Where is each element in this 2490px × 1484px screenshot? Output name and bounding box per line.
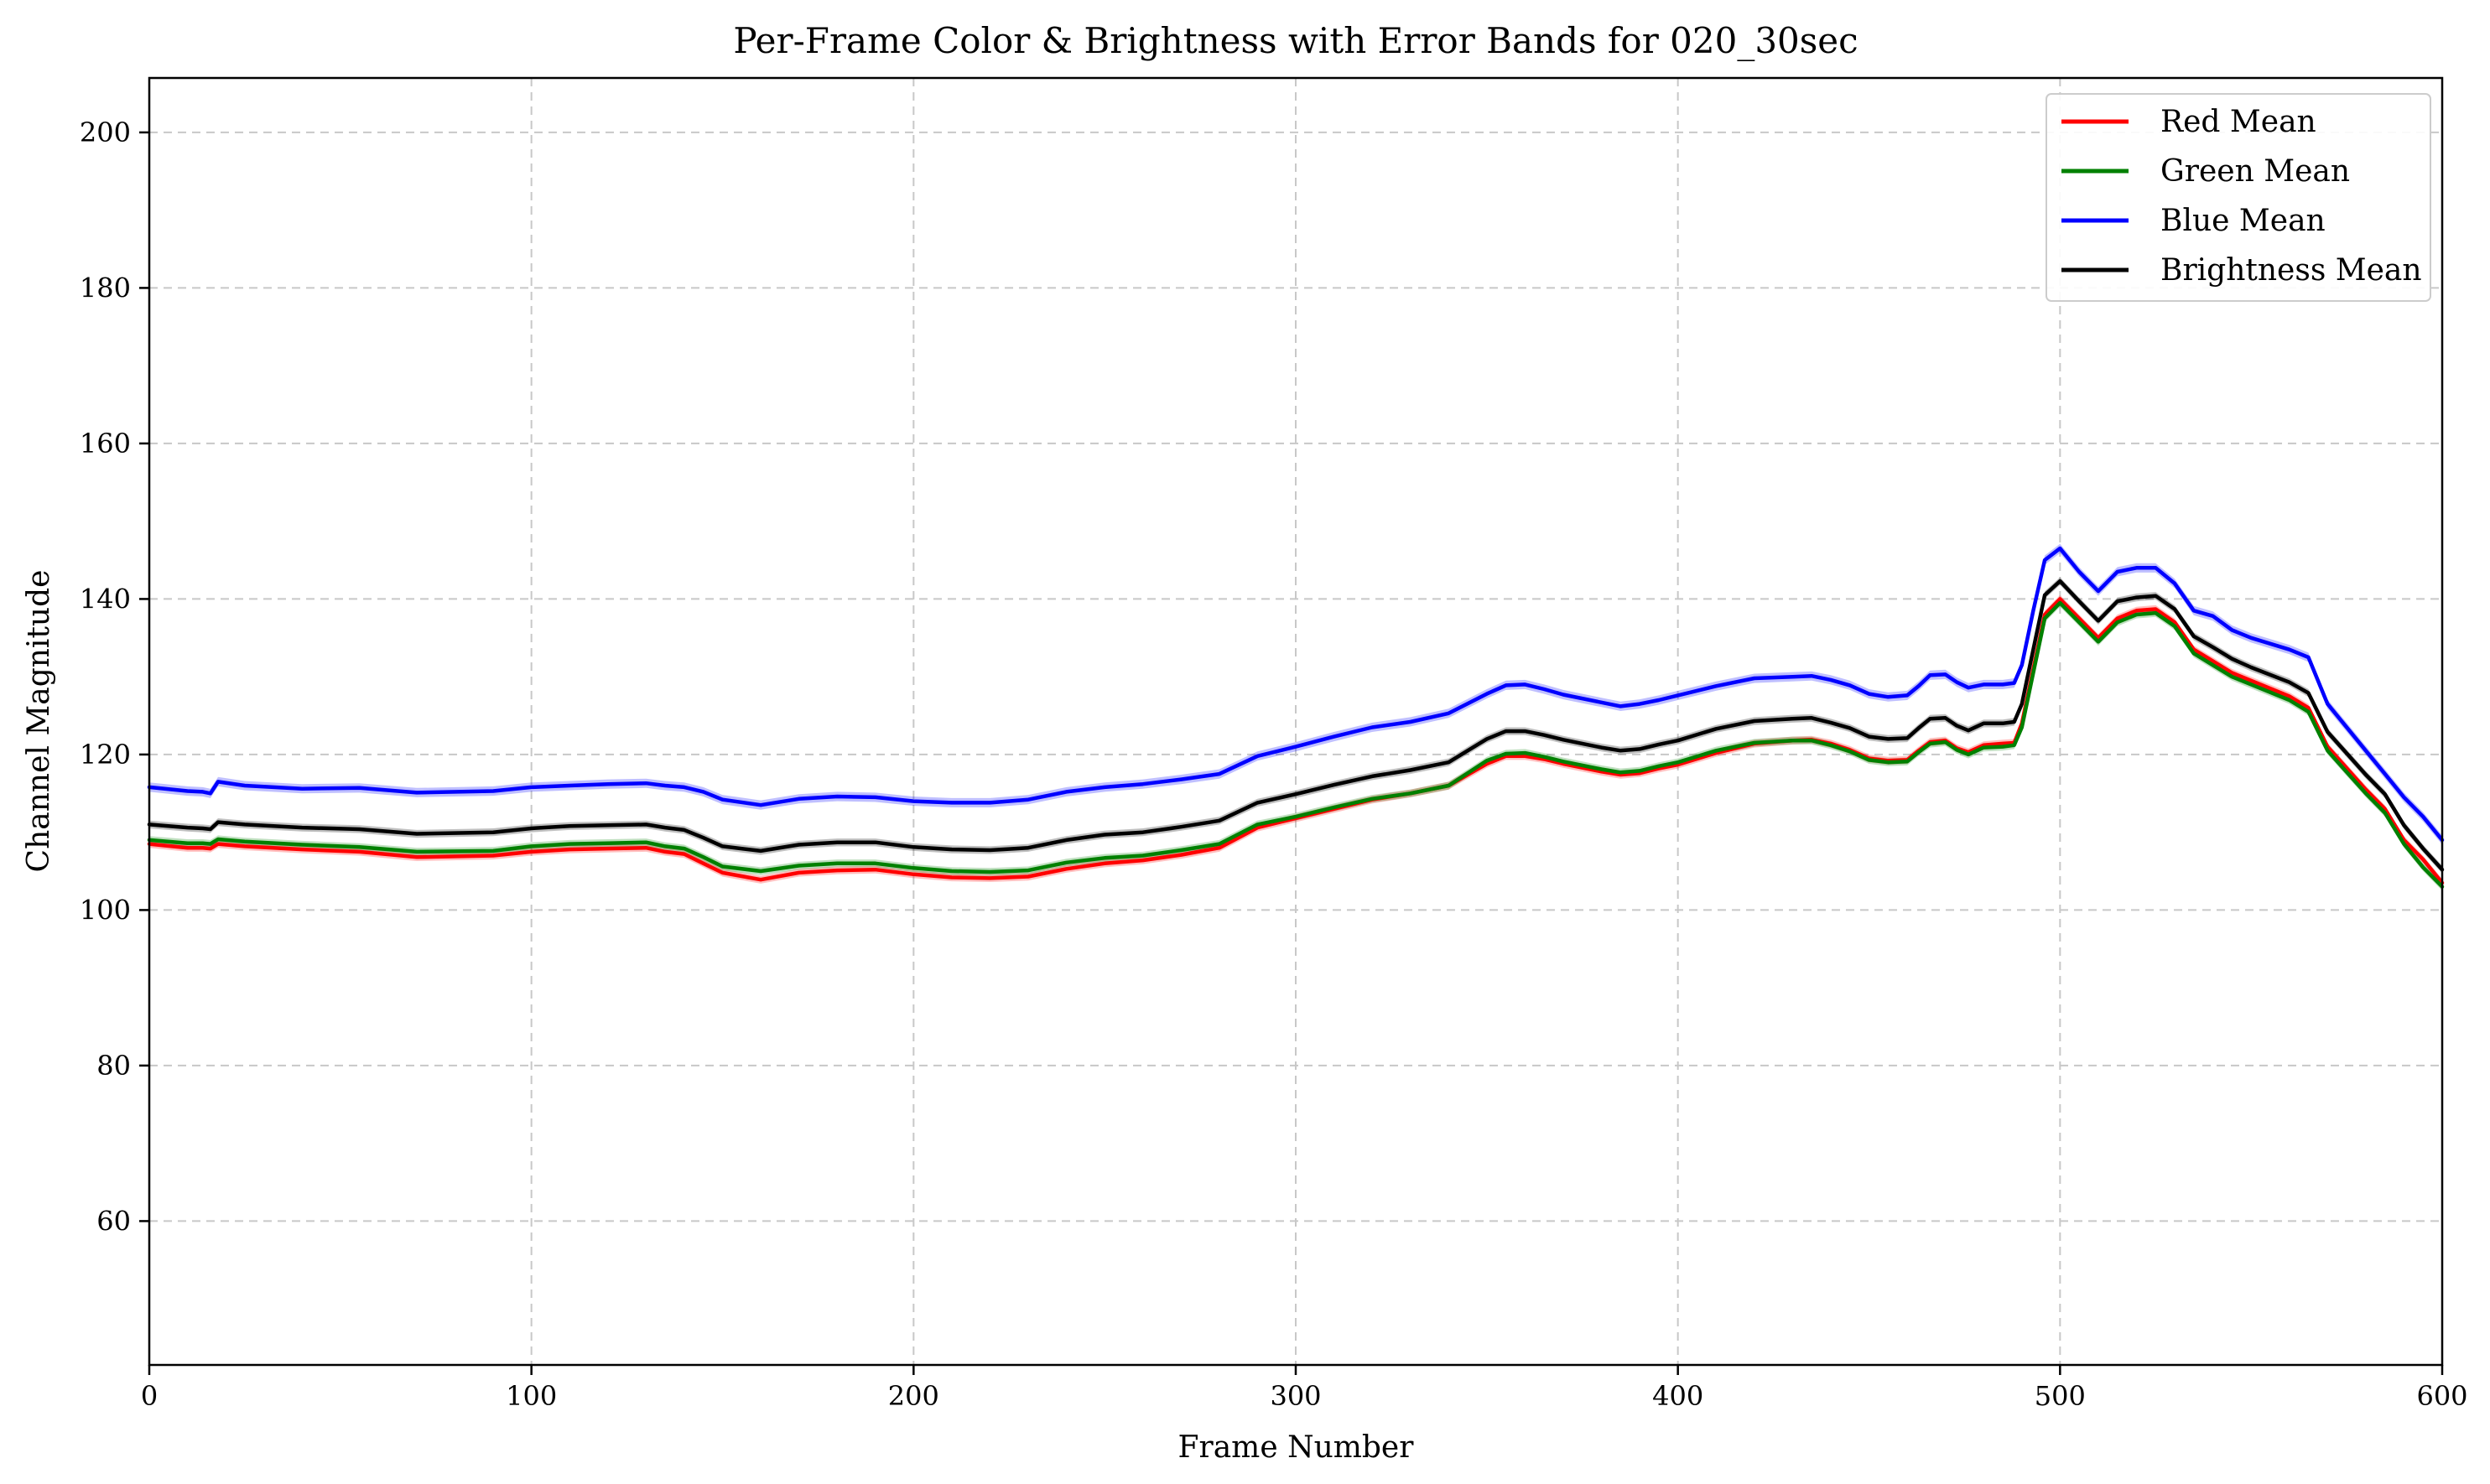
y-tick-label: 160 <box>80 428 131 459</box>
x-axis-ticks: 0 100 200 300 400 500 600 <box>141 1365 2468 1412</box>
y-tick-label: 200 <box>80 117 131 148</box>
legend-label-brightness-mean: Brightness Mean <box>2160 253 2422 288</box>
chart-title: Per-Frame Color & Brightness with Error … <box>733 20 1858 61</box>
x-tick-label: 100 <box>506 1380 557 1412</box>
series-lines <box>147 546 2445 889</box>
y-tick-label: 180 <box>80 272 131 304</box>
y-tick-label: 60 <box>96 1205 131 1237</box>
y-axis-ticks: 60 80 100 120 140 160 180 200 <box>80 117 149 1237</box>
legend-label-red-mean: Red Mean <box>2160 105 2316 139</box>
green-mean-line <box>147 600 2445 889</box>
x-tick-label: 300 <box>1270 1380 1321 1412</box>
x-tick-label: 400 <box>1652 1380 1703 1412</box>
legend-box <box>2046 93 2431 302</box>
y-tick-label: 140 <box>80 583 131 615</box>
y-tick-label: 120 <box>80 739 131 771</box>
red-mean-line <box>147 597 2445 885</box>
y-tick-label: 80 <box>96 1050 131 1082</box>
y-axis-label: Channel Magnitude <box>22 570 56 873</box>
legend-label-blue-mean: Blue Mean <box>2160 204 2326 238</box>
brightness-mean-line <box>147 579 2445 872</box>
legend: Red Mean Green Mean Blue Mean Brightness Me… <box>2046 93 2431 302</box>
legend-label-green-mean: Green Mean <box>2160 154 2350 189</box>
blue-mean-line <box>147 546 2445 843</box>
x-tick-label: 200 <box>888 1380 939 1412</box>
x-tick-label: 0 <box>141 1380 158 1412</box>
x-axis-label: Frame Number <box>1178 1430 1415 1465</box>
x-tick-label: 600 <box>2416 1380 2467 1412</box>
y-tick-label: 100 <box>80 894 131 926</box>
x-tick-label: 500 <box>2035 1380 2086 1412</box>
